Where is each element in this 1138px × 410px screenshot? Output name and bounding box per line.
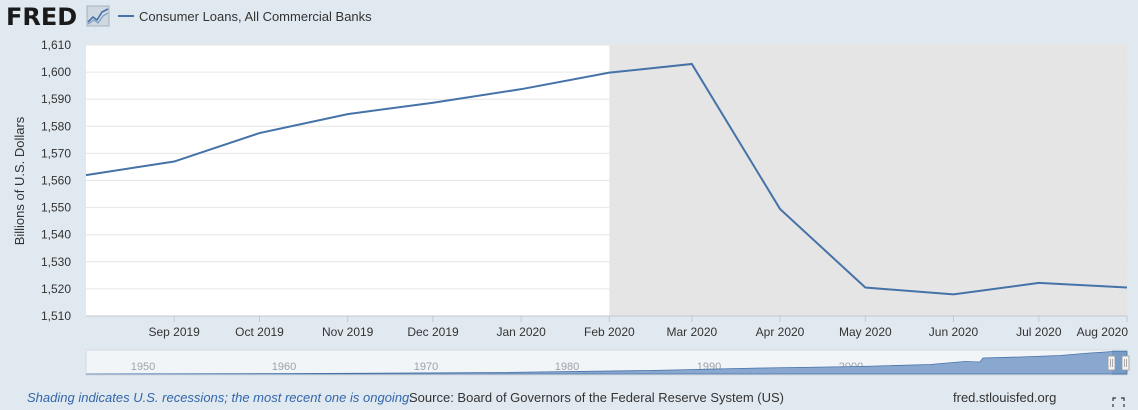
y-tick-label: 1,570 xyxy=(41,146,71,160)
x-tick-label: Jun 2020 xyxy=(929,325,979,339)
y-tick-label: 1,510 xyxy=(41,309,71,323)
x-tick-label: Aug 2020 xyxy=(1077,325,1129,339)
range-navigator[interactable]: 1950196019701980199020002010 xyxy=(85,349,1130,376)
x-tick-label: Dec 2019 xyxy=(407,325,459,339)
x-tick-label: May 2020 xyxy=(839,325,892,339)
y-tick-label: 1,610 xyxy=(41,38,71,52)
navigator-year-label: 1980 xyxy=(555,361,579,373)
x-tick-label: Feb 2020 xyxy=(584,325,635,339)
navigator-right-handle[interactable] xyxy=(1121,355,1130,371)
logo-text: FRED xyxy=(6,3,77,31)
y-tick-label: 1,560 xyxy=(41,174,71,188)
fred-logo[interactable]: FRED xyxy=(6,3,110,31)
y-tick-label: 1,520 xyxy=(41,282,71,296)
x-tick-label: Apr 2020 xyxy=(756,325,805,339)
y-tick-label: 1,530 xyxy=(41,255,71,269)
y-axis-ticks: 1,510 1,520 1,530 1,540 1,550 1,560 1,570 1,580… xyxy=(41,38,71,323)
plot-area: 1,510 1,520 1,530 1,540 1,550 1,560 1,570 1,580… xyxy=(41,38,1128,339)
navigator-left-handle[interactable] xyxy=(1107,355,1116,371)
y-tick-label: 1,580 xyxy=(41,119,71,133)
y-axis-label: Billions of U.S. Dollars xyxy=(12,116,27,245)
navigator-year-label: 1950 xyxy=(131,361,155,373)
x-tick-label: Mar 2020 xyxy=(666,325,717,339)
y-tick-label: 1,550 xyxy=(41,201,71,215)
series-line xyxy=(85,62,1128,296)
x-tick-label: Sep 2019 xyxy=(148,325,200,339)
fullscreen-icon[interactable] xyxy=(1112,397,1125,407)
legend-label: Consumer Loans, All Commercial Banks xyxy=(139,9,372,24)
x-tick-label: Oct 2019 xyxy=(235,325,284,339)
navigator-year-label: 1960 xyxy=(272,361,296,373)
legend[interactable]: Consumer Loans, All Commercial Banks xyxy=(118,9,372,24)
y-tick-label: 1,590 xyxy=(41,92,71,106)
x-tick-label: Jan 2020 xyxy=(496,325,546,339)
site-link[interactable]: fred.stlouisfed.org xyxy=(953,390,1056,405)
x-tick-label: Jul 2020 xyxy=(1016,325,1062,339)
y-tick-label: 1,540 xyxy=(41,228,71,242)
x-tick-label: Nov 2019 xyxy=(322,325,374,339)
fred-chart-icon xyxy=(86,5,110,27)
recession-note: Shading indicates U.S. recessions; the m… xyxy=(27,390,413,405)
navigator-year-label: 1970 xyxy=(414,361,438,373)
navigator-series-area xyxy=(85,351,1128,375)
y-tick-label: 1,600 xyxy=(41,65,71,79)
source-text: Source: Board of Governors of the Federa… xyxy=(409,390,784,405)
x-axis-ticks: Sep 2019 Oct 2019 Nov 2019 Dec 2019 Jan 2020… xyxy=(148,316,1128,339)
